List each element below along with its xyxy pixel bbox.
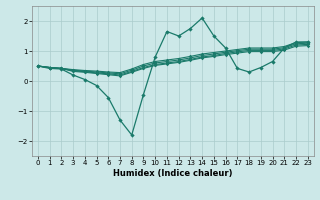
X-axis label: Humidex (Indice chaleur): Humidex (Indice chaleur) — [113, 169, 233, 178]
